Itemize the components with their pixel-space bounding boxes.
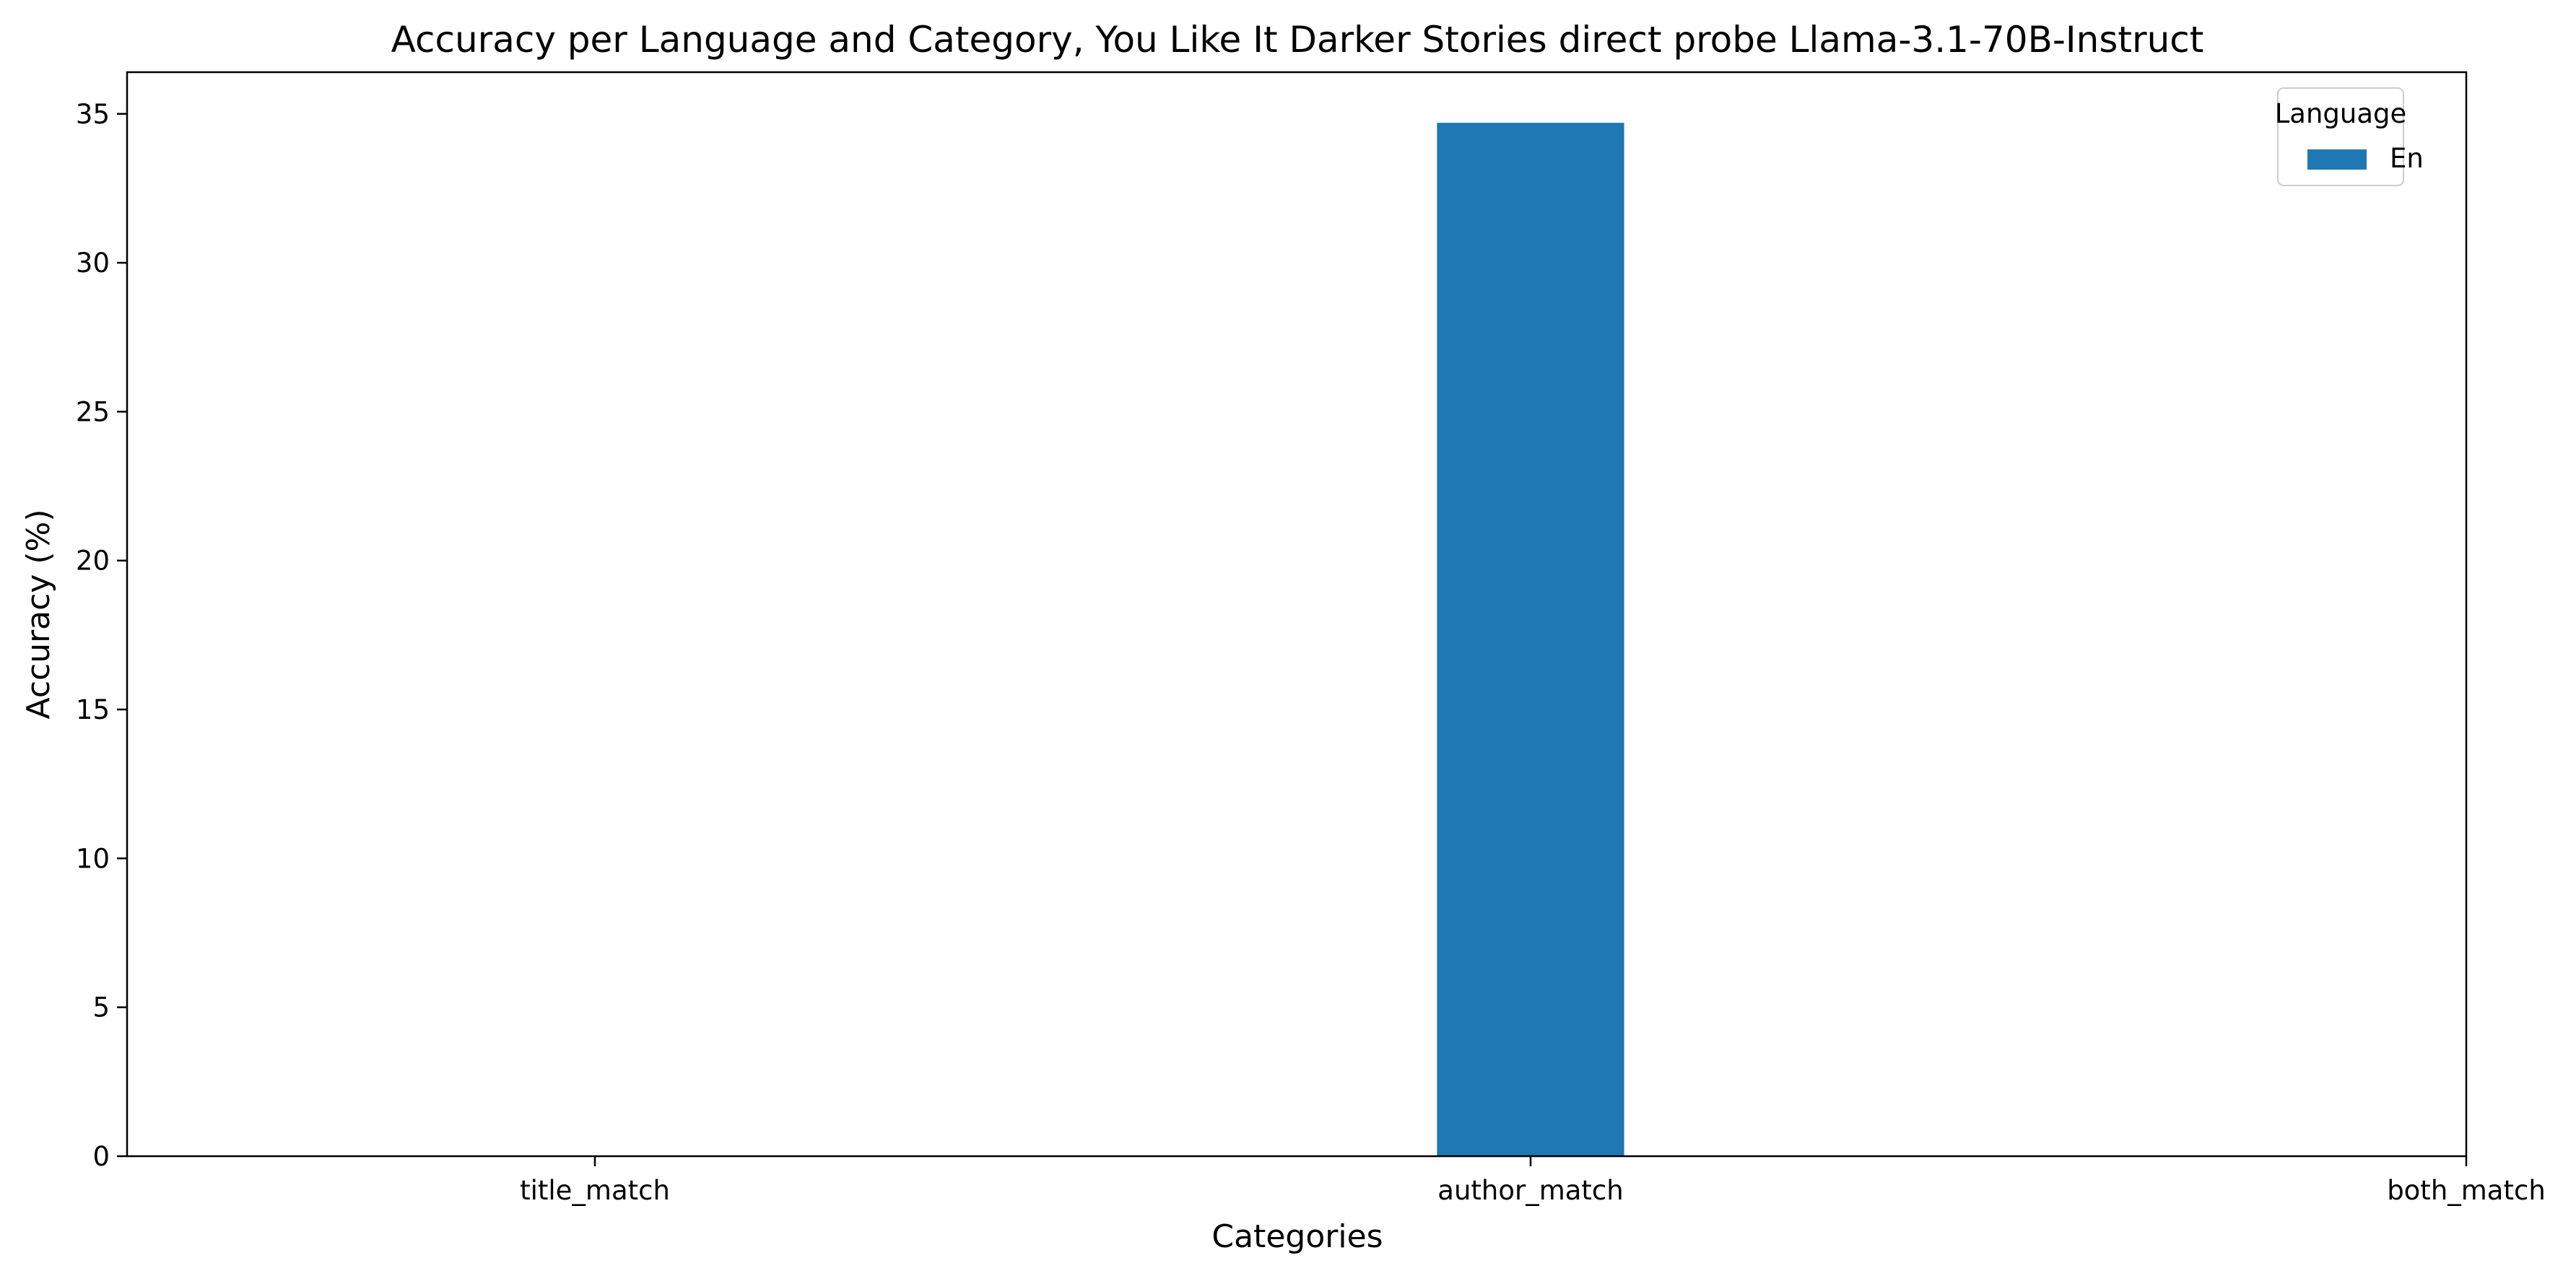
plot-frame (126, 71, 2468, 1158)
bars-layer (1437, 123, 1624, 1156)
y-tick-label: 5 (92, 992, 110, 1023)
y-tick-label: 0 (92, 1141, 110, 1172)
x-tick-label-author_match: author_match (1437, 1175, 1623, 1206)
y-axis-label: Accuracy (%) (20, 509, 57, 719)
legend-swatch-en (2307, 149, 2367, 170)
x-tick-label-both_match: both_match (2387, 1175, 2546, 1206)
legend-label-en: En (2390, 143, 2424, 174)
y-tick-label: 15 (76, 694, 110, 725)
y-tick-label: 10 (76, 843, 110, 874)
bar-en-author_match (1437, 123, 1624, 1156)
x-axis-label: Categories (1211, 1218, 1383, 1255)
legend: Language En (2275, 87, 2424, 186)
y-axis: 0 5 10 15 20 25 30 35 (76, 99, 127, 1172)
y-tick-label: 20 (76, 546, 110, 577)
x-tick-label-title_match: title_match (520, 1175, 670, 1206)
x-axis: title_match author_match both_match (520, 1156, 2546, 1206)
y-tick-label: 25 (76, 396, 110, 427)
y-tick-label: 35 (76, 99, 110, 130)
y-tick-label: 30 (76, 248, 110, 279)
legend-title: Language (2275, 98, 2407, 129)
chart-title: Accuracy per Language and Category, You … (391, 19, 2204, 61)
